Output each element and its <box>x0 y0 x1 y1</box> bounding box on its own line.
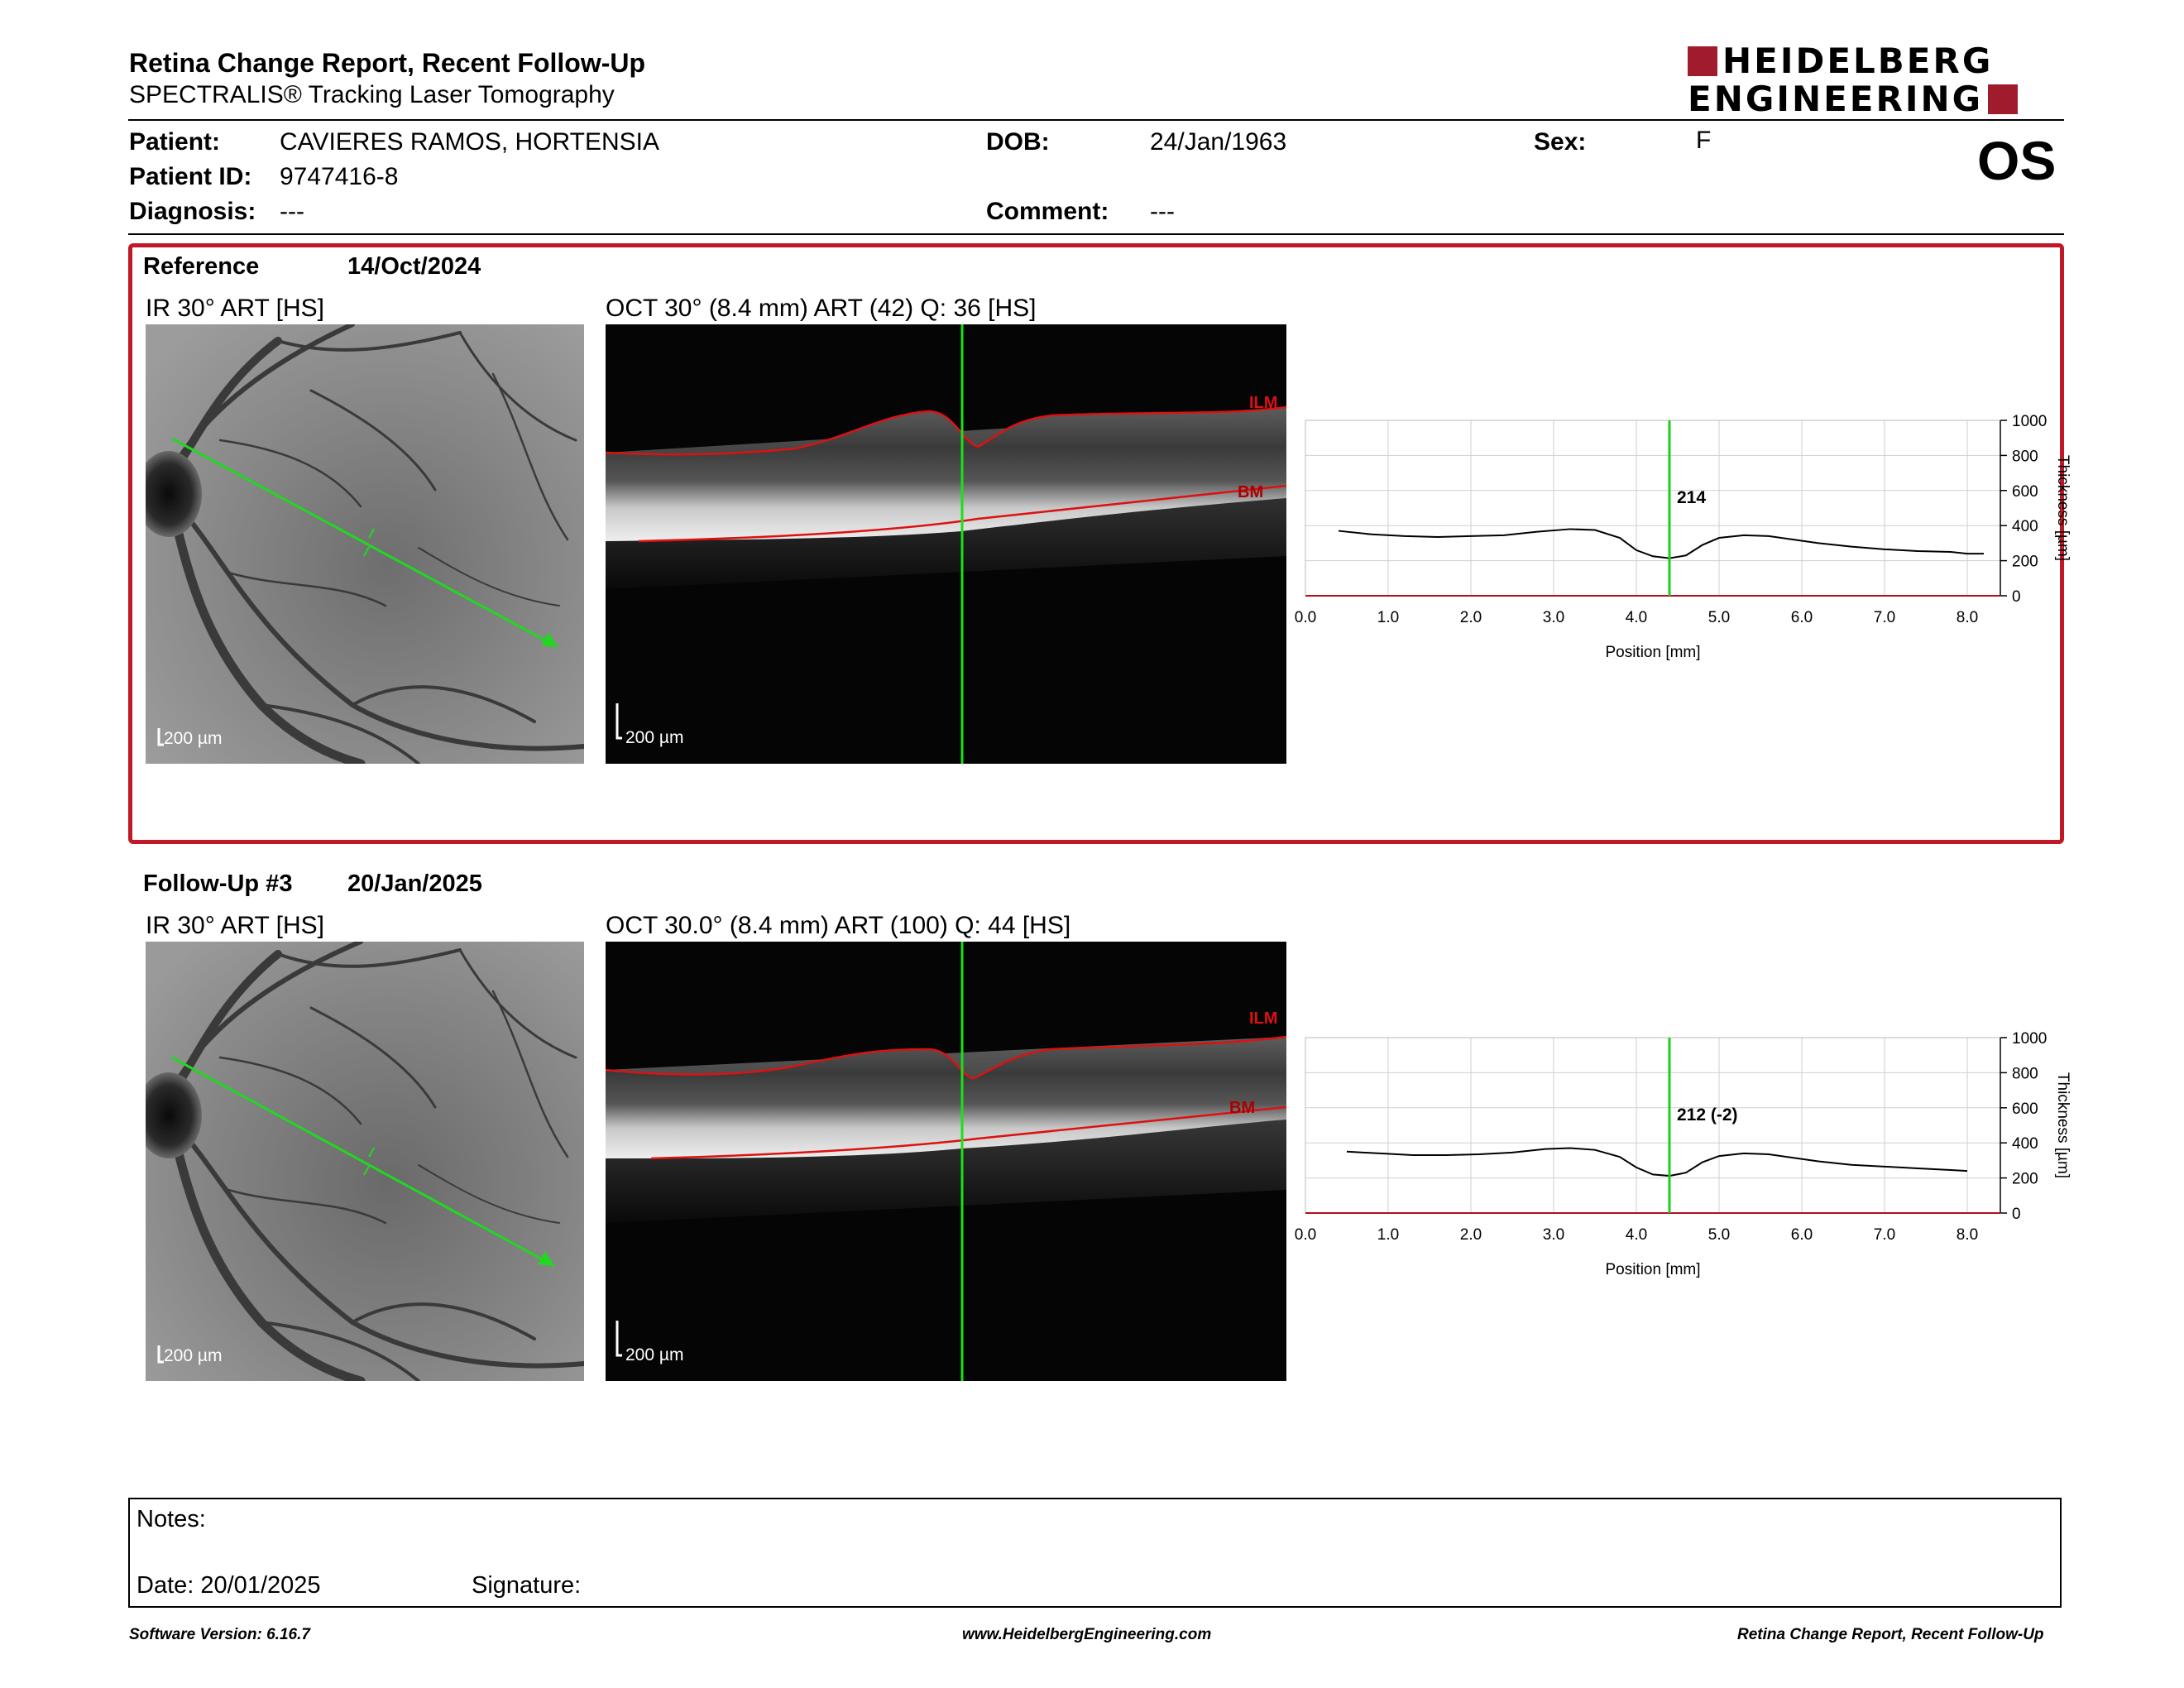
x-tick-label: 4.0 <box>1626 1226 1647 1244</box>
footer-website[interactable]: www.HeidelbergEngineering.com <box>962 1626 1212 1643</box>
y-tick-label: 0 <box>2012 588 2021 606</box>
x-tick-label: 2.0 <box>1460 609 1482 626</box>
patient-name: CAVIERES RAMOS, HORTENSIA <box>280 128 659 156</box>
diagnosis-label: Diagnosis: <box>129 198 256 225</box>
x-tick-label: 5.0 <box>1708 1226 1730 1244</box>
x-tick-label: 6.0 <box>1791 1226 1813 1244</box>
y-tick-label: 1000 <box>2012 1030 2047 1048</box>
reference-oct-image: ILM BM 200 µm <box>606 324 1286 764</box>
x-tick-label: 1.0 <box>1377 1226 1399 1244</box>
notes-box[interactable]: Notes: Date: 20/01/2025 Signature: <box>128 1498 2062 1608</box>
x-tick-label: 7.0 <box>1874 609 1895 626</box>
followup-date: 20/Jan/2025 <box>347 870 482 897</box>
plot-frame <box>1305 1037 2001 1214</box>
x-tick-label: 6.0 <box>1791 609 1813 626</box>
x-tick-label: 4.0 <box>1626 609 1647 626</box>
plot-frame <box>1305 420 2001 597</box>
reference-ir-image: 200 µm <box>146 324 584 764</box>
signature-label: Signature: <box>472 1572 582 1599</box>
reference-bm-label: BM <box>1238 483 1264 501</box>
y-tick-label: 200 <box>2012 554 2038 571</box>
dob-value: 24/Jan/1963 <box>1150 128 1287 156</box>
followup-bm-label: BM <box>1229 1099 1256 1117</box>
reference-box <box>128 243 2064 844</box>
notes-label: Notes: <box>136 1506 206 1532</box>
logo-line2: ENGINEERING <box>1688 79 1984 119</box>
followup-oct-svg <box>606 942 1286 1381</box>
sex-value: F <box>1696 127 1712 154</box>
followup-oct-scale: 200 µm <box>625 1345 684 1364</box>
x-tick-label: 8.0 <box>1956 609 1978 626</box>
followup-ilm-label: ILM <box>1249 1009 1278 1028</box>
y-tick-label: 800 <box>2012 448 2038 465</box>
followup-ir-image: 200 µm <box>146 942 584 1381</box>
y-tick-label: 800 <box>2012 1065 2038 1082</box>
x-tick-label: 2.0 <box>1460 1226 1482 1244</box>
y-axis-title: Thickness [µm] <box>2054 1072 2071 1178</box>
reference-label: Reference <box>143 253 260 280</box>
diagnosis-value: --- <box>280 198 304 225</box>
thickness-line <box>1346 1147 1968 1177</box>
followup-ir-caption: IR 30° ART [HS] <box>146 912 324 939</box>
dob-label: DOB: <box>986 128 1050 156</box>
notes-date: Date: 20/01/2025 <box>136 1572 321 1599</box>
x-tick-label: 0.0 <box>1295 609 1316 626</box>
followup-oct-image: ILM BM 200 µm <box>606 942 1286 1381</box>
comment-label: Comment: <box>986 198 1109 225</box>
followup-label: Follow-Up #3 <box>143 870 293 897</box>
reference-oct-caption: OCT 30° (8.4 mm) ART (42) Q: 36 [HS] <box>606 295 1037 322</box>
y-tick-label: 400 <box>2012 1135 2038 1153</box>
heidelberg-logo: HEIDELBERG ENGINEERING <box>1688 43 2068 117</box>
patient-label: Patient: <box>129 128 221 156</box>
x-tick-label: 8.0 <box>1956 1226 1978 1244</box>
cursor-value-label: 214 <box>1677 488 1706 507</box>
patient-id: 9747416-8 <box>280 163 399 190</box>
patient-id-label: Patient ID: <box>129 163 252 190</box>
y-tick-label: 200 <box>2012 1171 2038 1188</box>
y-tick-label: 1000 <box>2012 413 2047 430</box>
cursor-value-label: 212 (-2) <box>1677 1105 1738 1125</box>
reference-thickness-chart: 0.0 1.0 2.0 3.0 4.0 5.0 6.0 7.0 8.0 0 200 400 600 800… <box>1295 413 2071 661</box>
report-subtitle: SPECTRALIS® Tracking Laser Tomography <box>129 81 615 108</box>
followup-oct-caption: OCT 30.0° (8.4 mm) ART (100) Q: 44 [HS] <box>606 912 1071 939</box>
x-tick-label: 7.0 <box>1874 1226 1895 1244</box>
reference-date: 14/Oct/2024 <box>347 253 481 280</box>
y-tick-label: 600 <box>2012 1101 2038 1118</box>
thickness-line <box>1338 528 1984 559</box>
report-title: Retina Change Report, Recent Follow-Up <box>129 48 646 78</box>
x-axis-title: Position [mm] <box>1605 644 1700 661</box>
sex-label: Sex: <box>1534 128 1587 156</box>
reference-ir-caption: IR 30° ART [HS] <box>146 295 324 322</box>
y-axis-title: Thickness [µm] <box>2054 455 2071 561</box>
footer-report-name: Retina Change Report, Recent Follow-Up <box>1737 1626 2044 1643</box>
patient-divider <box>128 233 2064 235</box>
logo-square-icon <box>1988 84 2019 114</box>
reference-ilm-label: ILM <box>1249 394 1278 412</box>
x-axis-title: Position [mm] <box>1605 1261 1700 1278</box>
logo-line1: HEIDELBERG <box>1722 41 1994 81</box>
reference-oct-svg <box>606 324 1286 764</box>
y-tick-label: 400 <box>2012 518 2038 535</box>
eye-label: OS <box>1977 130 2057 191</box>
reference-ir-scale: 200 µm <box>164 729 223 748</box>
x-tick-label: 0.0 <box>1295 1226 1316 1244</box>
footer-software-version: Software Version: 6.16.7 <box>129 1626 310 1643</box>
x-tick-label: 1.0 <box>1377 609 1399 626</box>
header-divider <box>128 119 2064 121</box>
logo-square-icon <box>1688 46 1717 76</box>
comment-value: --- <box>1150 198 1175 225</box>
reference-fundus-svg <box>146 324 584 764</box>
followup-fundus-svg <box>146 942 584 1381</box>
followup-ir-scale: 200 µm <box>164 1346 223 1365</box>
reference-oct-scale: 200 µm <box>625 728 684 747</box>
y-tick-label: 600 <box>2012 483 2038 501</box>
x-tick-label: 3.0 <box>1543 1226 1564 1244</box>
followup-thickness-chart: 0.0 1.0 2.0 3.0 4.0 5.0 6.0 7.0 8.0 0 200 400 600 800… <box>1295 1030 2071 1278</box>
x-tick-label: 3.0 <box>1543 609 1564 626</box>
x-tick-label: 5.0 <box>1708 609 1730 626</box>
y-tick-label: 0 <box>2012 1206 2021 1223</box>
